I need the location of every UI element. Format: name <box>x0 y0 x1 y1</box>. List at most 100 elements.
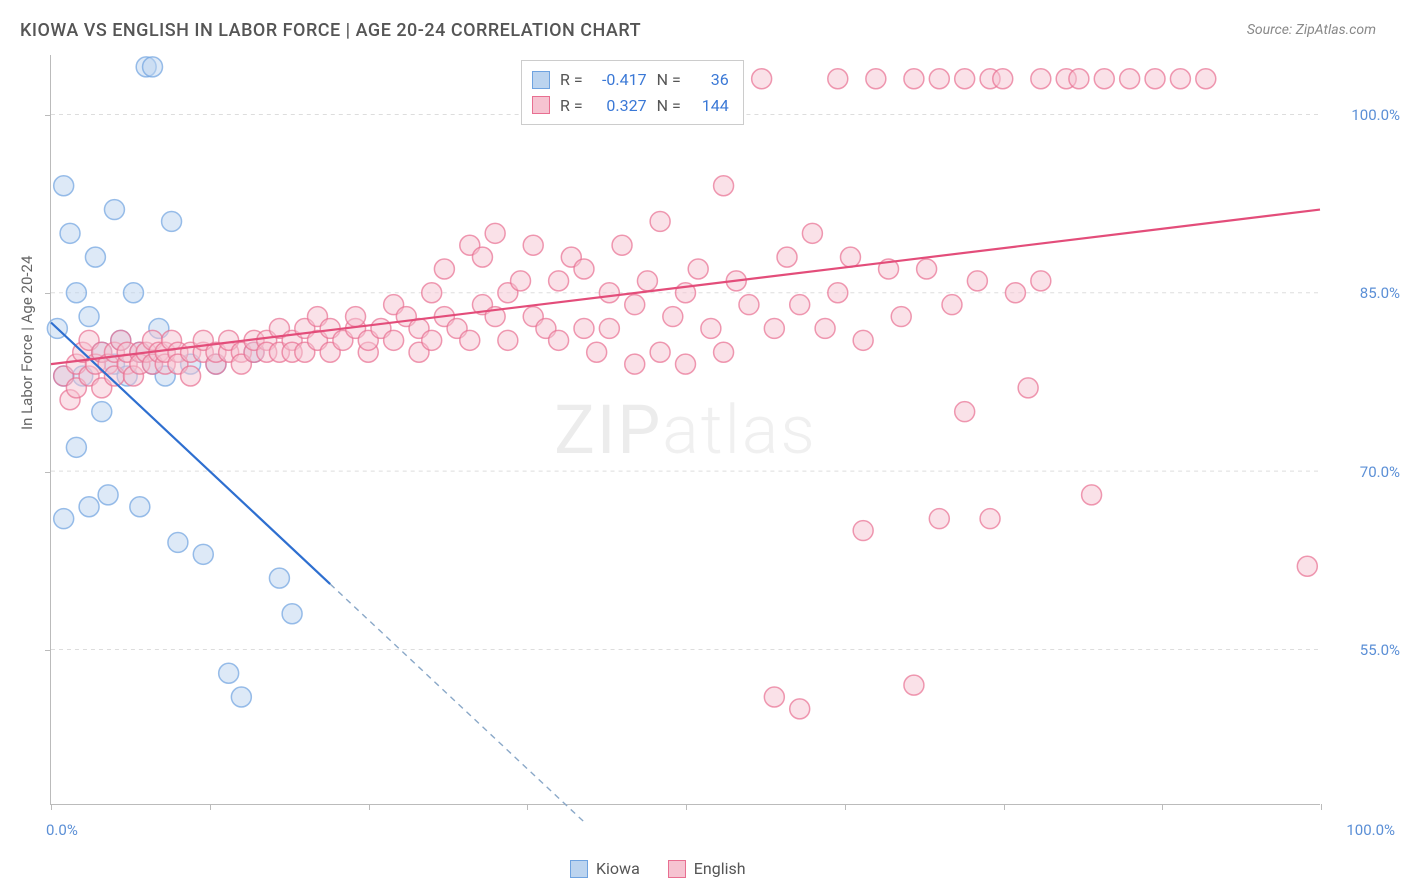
scatter-point <box>955 402 975 422</box>
y-tick-label: 85.0% <box>1330 284 1400 302</box>
scatter-point <box>891 307 911 327</box>
scatter-point <box>917 259 937 279</box>
scatter-point <box>511 271 531 291</box>
scatter-point <box>840 247 860 267</box>
kiowa-n-value: 36 <box>691 67 729 93</box>
scatter-point <box>98 485 118 505</box>
scatter-point <box>422 330 442 350</box>
scatter-point <box>688 259 708 279</box>
scatter-point <box>802 223 822 243</box>
scatter-point <box>574 259 594 279</box>
scatter-point <box>181 366 201 386</box>
scatter-point <box>104 200 124 220</box>
scatter-point <box>574 318 594 338</box>
scatter-point <box>1094 69 1114 89</box>
scatter-point <box>523 235 543 255</box>
english-n-value: 144 <box>691 93 729 119</box>
scatter-point <box>777 247 797 267</box>
stats-row-kiowa: R = -0.417 N = 36 <box>532 67 729 93</box>
scatter-point <box>79 497 99 517</box>
scatter-point <box>60 223 80 243</box>
scatter-point <box>384 330 404 350</box>
scatter-point <box>625 295 645 315</box>
scatter-point <box>701 318 721 338</box>
swatch-english-bottom <box>668 860 686 878</box>
legend-label-english: English <box>694 859 746 878</box>
bottom-legend: Kiowa English <box>570 859 746 878</box>
scatter-point <box>625 354 645 374</box>
scatter-point <box>485 223 505 243</box>
scatter-point <box>904 675 924 695</box>
scatter-point <box>587 342 607 362</box>
scatter-point <box>1005 283 1025 303</box>
scatter-point <box>498 330 518 350</box>
scatter-point <box>66 283 86 303</box>
r-label: R = <box>560 67 583 93</box>
scatter-point <box>1145 69 1165 89</box>
scatter-point <box>269 568 289 588</box>
scatter-point <box>231 687 251 707</box>
scatter-point <box>904 69 924 89</box>
scatter-point <box>460 330 480 350</box>
scatter-point <box>1069 69 1089 89</box>
scatter-point <box>162 211 182 231</box>
y-tick-label: 70.0% <box>1330 463 1400 481</box>
swatch-kiowa-bottom <box>570 860 588 878</box>
scatter-point <box>1196 69 1216 89</box>
y-tick-label: 55.0% <box>1330 641 1400 659</box>
scatter-point <box>853 330 873 350</box>
scatter-point <box>650 211 670 231</box>
scatter-point <box>599 318 619 338</box>
scatter-point <box>219 663 239 683</box>
kiowa-r-value: -0.417 <box>593 67 647 93</box>
scatter-point <box>980 509 1000 529</box>
scatter-point <box>434 259 454 279</box>
scatter-point <box>714 342 734 362</box>
scatter-point <box>193 544 213 564</box>
scatter-point <box>92 402 112 422</box>
swatch-english <box>532 96 550 114</box>
scatter-point <box>764 318 784 338</box>
english-r-value: 0.327 <box>593 93 647 119</box>
plot-area: ZIPatlas 55.0%70.0%85.0%100.0% 0.0% 100.… <box>50 55 1320 805</box>
scatter-point <box>422 283 442 303</box>
scatter-point <box>967 271 987 291</box>
scatter-point <box>1018 378 1038 398</box>
chart-title: KIOWA VS ENGLISH IN LABOR FORCE | AGE 20… <box>20 20 641 41</box>
scatter-point <box>828 283 848 303</box>
scatter-point <box>1082 485 1102 505</box>
n-label-2: N = <box>657 93 681 119</box>
scatter-point <box>815 318 835 338</box>
scatter-point <box>599 283 619 303</box>
scatter-point <box>1120 69 1140 89</box>
scatter-point <box>637 271 657 291</box>
scatter-point <box>929 509 949 529</box>
y-tick-label: 100.0% <box>1330 106 1400 124</box>
legend-item-english: English <box>668 859 746 878</box>
scatter-point <box>739 295 759 315</box>
scatter-point <box>866 69 886 89</box>
scatter-point <box>1031 271 1051 291</box>
scatter-point <box>752 69 772 89</box>
stats-row-english: R = 0.327 N = 144 <box>532 93 729 119</box>
scatter-point <box>143 57 163 77</box>
scatter-point <box>650 342 670 362</box>
scatter-point <box>54 176 74 196</box>
scatter-point <box>66 437 86 457</box>
scatter-point <box>54 509 74 529</box>
scatter-point <box>282 604 302 624</box>
legend-item-kiowa: Kiowa <box>570 859 640 878</box>
x-axis-max-label: 100.0% <box>1346 821 1395 839</box>
scatter-point <box>612 235 632 255</box>
scatter-point <box>853 521 873 541</box>
scatter-point <box>123 283 143 303</box>
plot-svg <box>51 55 1320 804</box>
x-axis-min-label: 0.0% <box>46 821 78 839</box>
scatter-point <box>1297 556 1317 576</box>
scatter-point <box>828 69 848 89</box>
scatter-point <box>472 247 492 267</box>
swatch-kiowa <box>532 71 550 89</box>
scatter-point <box>676 354 696 374</box>
scatter-point <box>85 247 105 267</box>
scatter-point <box>764 687 784 707</box>
